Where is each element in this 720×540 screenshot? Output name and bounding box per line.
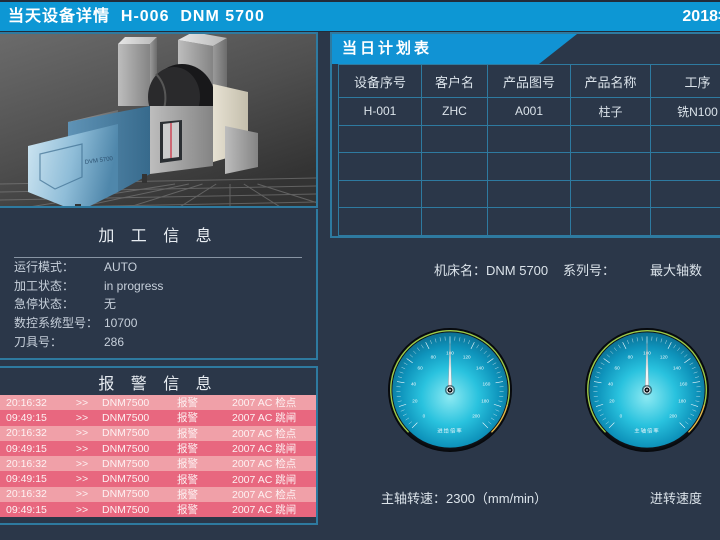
svg-text:160: 160 [680,381,688,386]
svg-text:200: 200 [472,413,480,418]
svg-text:180: 180 [678,399,686,404]
svg-text:180: 180 [481,399,489,404]
svg-text:0: 0 [620,413,623,418]
svg-text:120: 120 [660,354,668,359]
svg-text:进给倍率: 进给倍率 [437,427,462,435]
svg-text:140: 140 [673,366,681,371]
svg-text:0: 0 [423,413,426,418]
svg-text:60: 60 [615,366,621,371]
svg-text:80: 80 [628,354,634,359]
svg-text:60: 60 [418,366,424,371]
svg-text:20: 20 [412,399,418,404]
svg-text:20: 20 [609,399,615,404]
svg-text:120: 120 [463,354,471,359]
svg-text:40: 40 [411,381,417,386]
svg-text:200: 200 [669,413,677,418]
svg-text:40: 40 [608,381,614,386]
svg-text:140: 140 [476,366,484,371]
svg-text:80: 80 [431,354,437,359]
svg-text:主轴倍率: 主轴倍率 [634,427,659,435]
svg-text:160: 160 [483,381,491,386]
